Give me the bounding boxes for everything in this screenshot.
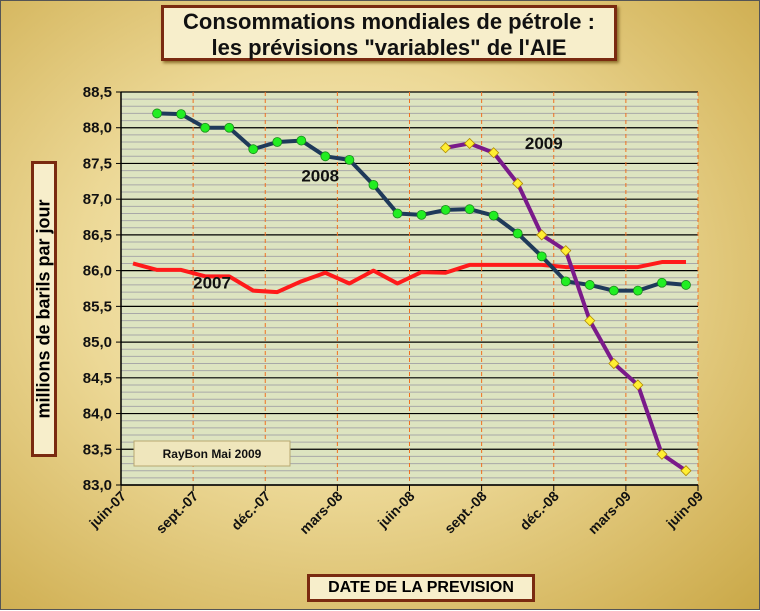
data-point-2008	[584, 280, 595, 290]
series-label-2008: 2008	[301, 166, 339, 185]
data-point-2008	[296, 135, 307, 146]
title-line-2: les prévisions "variables" de l'AIE	[211, 35, 567, 60]
y-tick-label: 88,0	[83, 120, 112, 137]
data-point-2008	[368, 179, 379, 190]
series-line-2007	[132, 260, 686, 295]
annotation-box	[133, 440, 291, 467]
y-tick-label: 86,0	[83, 263, 112, 280]
data-point-2009	[560, 245, 572, 257]
series-label-2009: 2009	[525, 134, 563, 153]
data-point-2008	[152, 108, 162, 119]
data-point-2008	[464, 204, 475, 215]
y-tick-label: 83,0	[83, 477, 112, 494]
data-point-2009	[608, 357, 620, 370]
y-tick-label: 88,5	[83, 84, 112, 101]
data-point-2009	[488, 147, 500, 159]
data-point-2008	[416, 210, 427, 220]
data-point-2008	[512, 228, 523, 239]
x-tick-label: sept.-07	[153, 488, 202, 537]
data-point-2008	[344, 154, 355, 165]
x-tick-label: juin-08	[374, 488, 418, 532]
data-point-2008	[392, 208, 403, 219]
data-point-2008	[320, 151, 331, 162]
x-tick-label: juin-07	[85, 488, 129, 532]
title-line-1: Consommations mondiales de pétrole :	[183, 9, 595, 34]
x-tick-label: juin-09	[662, 488, 706, 532]
series-label-2007: 2007	[193, 274, 231, 293]
y-axis-label-box: millions de barils par jour	[31, 161, 57, 457]
y-tick-label: 84,0	[83, 406, 112, 423]
data-point-2009	[464, 137, 476, 150]
x-tick-label: déc.-07	[228, 488, 274, 534]
data-point-2009	[536, 229, 548, 241]
data-point-2008	[536, 251, 547, 262]
data-point-2009	[439, 142, 452, 154]
x-tick-label: sept.-08	[441, 488, 490, 537]
y-tick-label: 83,5	[83, 441, 112, 458]
y-tick-label: 86,5	[83, 227, 112, 244]
data-point-2008	[272, 137, 283, 147]
data-point-2009	[632, 379, 644, 391]
y-tick-label: 85,0	[83, 334, 112, 351]
y-tick-label: 87,5	[83, 155, 112, 172]
data-point-2008	[176, 109, 187, 120]
data-point-2008	[440, 204, 451, 215]
data-point-2008	[488, 210, 499, 221]
y-axis-label: millions de barils par jour	[33, 199, 54, 419]
y-tick-label: 87,0	[83, 191, 112, 208]
x-tick-label: déc.-08	[516, 488, 562, 534]
y-tick-label: 85,5	[83, 298, 112, 315]
data-point-2008	[224, 122, 235, 133]
data-point-2008	[681, 280, 691, 290]
annotation-text: RayBon Mai 2009	[163, 447, 262, 461]
data-point-2008	[657, 277, 667, 288]
data-point-2008	[632, 285, 643, 296]
x-axis-label: DATE DE LA PREVISION	[307, 574, 535, 602]
data-point-2008	[608, 285, 619, 296]
chart-title: Consommations mondiales de pétrole : les…	[161, 5, 617, 61]
y-tick-label: 84,5	[83, 370, 112, 387]
x-tick-label: mars-09	[585, 488, 634, 537]
x-tick-label: mars-08	[296, 488, 345, 537]
data-point-2008	[560, 276, 571, 287]
data-point-2008	[248, 144, 259, 155]
data-point-2008	[200, 122, 211, 133]
data-point-2009	[656, 448, 668, 460]
data-point-2009	[680, 465, 692, 477]
data-point-2009	[512, 177, 524, 190]
data-point-2009	[584, 315, 596, 327]
